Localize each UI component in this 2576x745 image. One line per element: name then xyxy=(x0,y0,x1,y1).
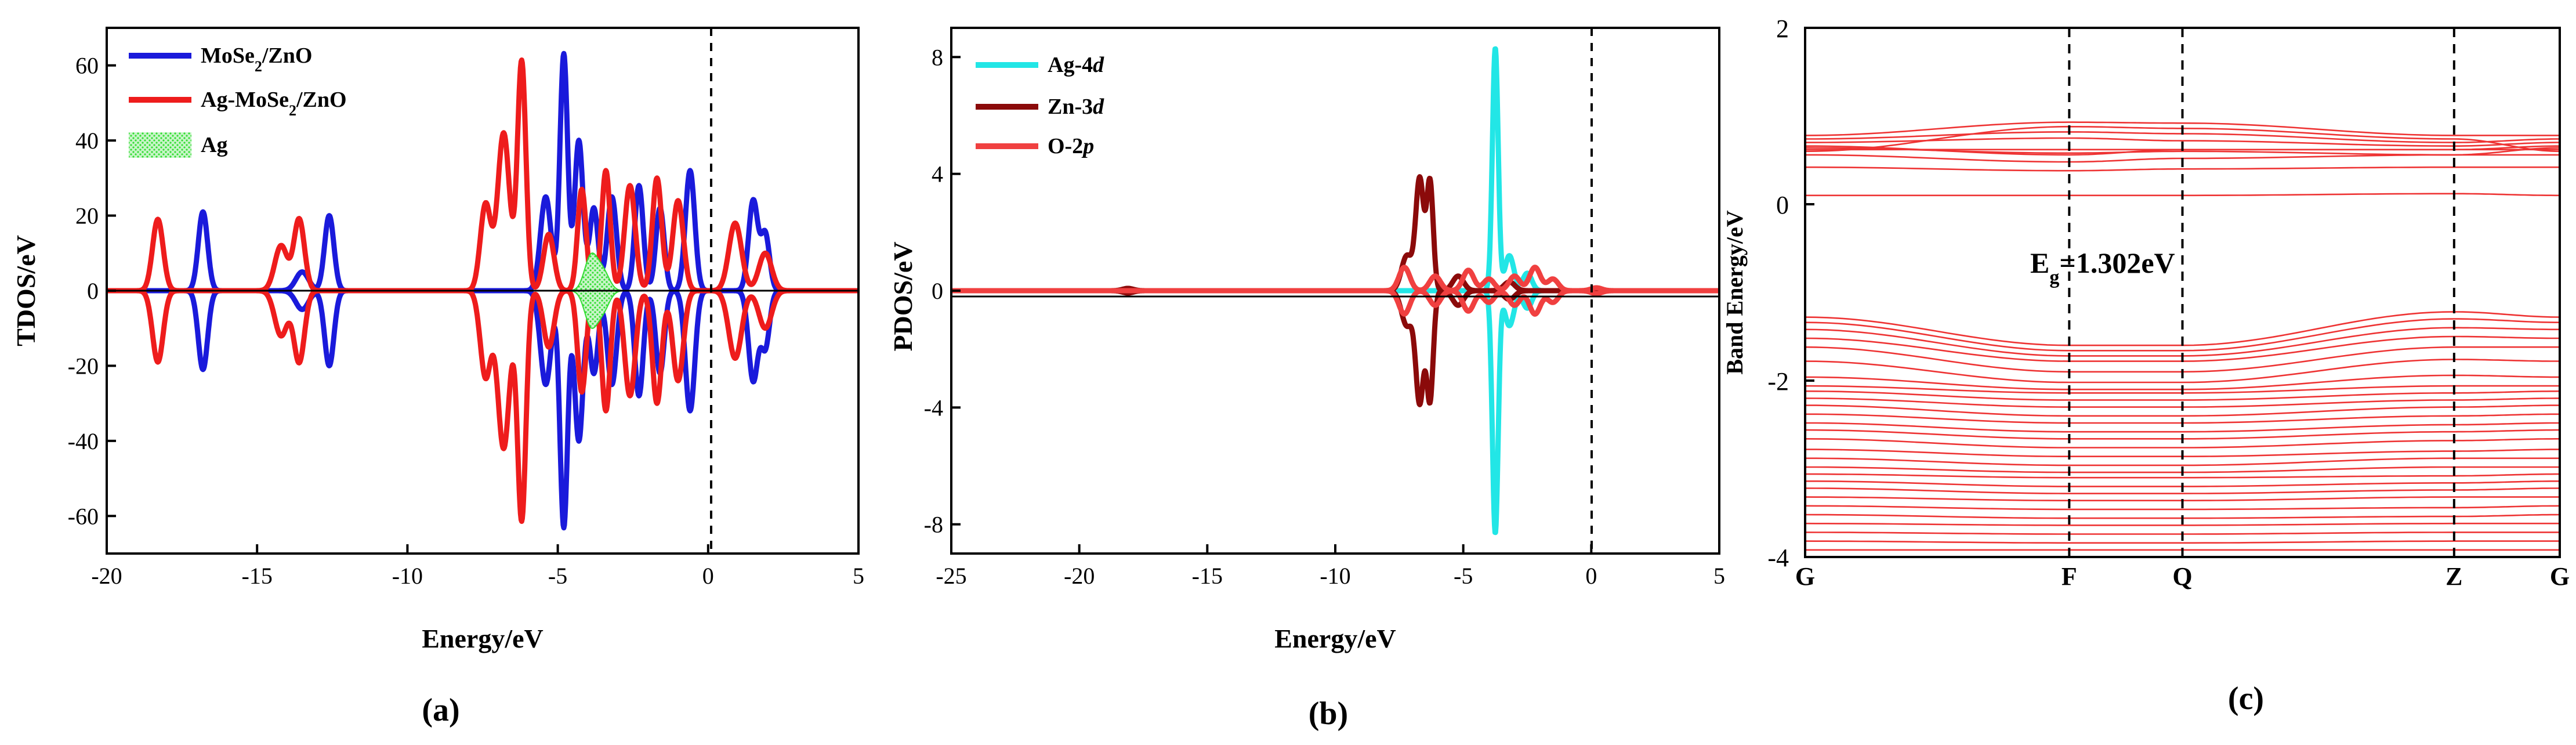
panel-b-x-tick-label: -20 xyxy=(1064,563,1095,589)
panel-a-y-tick-label: 40 xyxy=(75,128,99,154)
panel-b-series-o-2p-up xyxy=(951,265,1719,294)
panel-a-y-axis-label: TDOS/eV xyxy=(11,235,41,346)
panel-a-x-tick-label: -20 xyxy=(91,563,122,589)
panel-a-x-tick-label: 0 xyxy=(702,563,714,589)
panel-a-x-tick-label: 5 xyxy=(853,563,864,589)
valence-band-line xyxy=(1805,540,2560,544)
panel-a-y-ticks: -60 -40 -20 0 20 40 60 xyxy=(68,53,116,529)
panel-c: -4 -2 0 2 G F Q Z G Eg=1.302eV Band Energy/eV (… xyxy=(1722,15,2570,717)
panel-b-legend: Ag-4d Zn-3d O-2p xyxy=(976,53,1104,158)
legend-label-ag-mose2-zno: Ag-MoSe2/ZnO xyxy=(201,88,347,119)
panel-b-y-axis-label: PDOS/eV xyxy=(888,241,918,351)
legend-label-mose2-zno: MoSe2/ZnO xyxy=(201,44,312,75)
kpoint-label: Z xyxy=(2445,562,2462,591)
legend-swatch-ag xyxy=(129,132,191,158)
panel-b-y-tick-label: 4 xyxy=(932,161,943,187)
panel-a-x-tick-label: -5 xyxy=(548,563,567,589)
conduction-band-line xyxy=(1805,137,2560,147)
panel-b-x-ticks: -25 -20 -15 -10 -5 0 5 xyxy=(936,544,1725,589)
conduction-band-line xyxy=(1805,121,2560,136)
kpoint-label: G xyxy=(1795,562,1815,591)
panel-a-x-tick-label: -10 xyxy=(392,563,423,589)
valence-band-line xyxy=(1805,318,2560,352)
panel-b-series-o-2p-down xyxy=(951,288,1719,317)
panel-b-x-tick-label: -15 xyxy=(1192,563,1223,589)
panel-b-y-ticks: -8 -4 0 4 8 xyxy=(924,44,961,538)
panel-c-y-axis-label: Band Energy/eV xyxy=(1722,210,1748,374)
valence-band-line xyxy=(1805,390,2560,401)
panel-c-frame xyxy=(1804,27,2561,558)
legend-label-ag: Ag xyxy=(201,133,227,157)
conduction-band-line xyxy=(1805,166,2560,172)
panel-a-legend: MoSe2/ZnO Ag-MoSe2/ZnO Ag xyxy=(129,44,347,158)
kpoint-label: Q xyxy=(2172,562,2192,591)
panel-b-series-zn-3d-up xyxy=(951,174,1719,294)
panel-a-y-tick-label: 0 xyxy=(87,278,99,304)
panel-b-y-tick-label: -8 xyxy=(924,512,943,538)
panel-b-series-ag-4d-down xyxy=(951,288,1719,536)
panel-b-series-zn-3d-down xyxy=(951,288,1719,407)
valence-band-line xyxy=(1805,404,2560,417)
panel-a: -20 -15 -10 -5 0 5 -60 -40 -20 0 20 40 60 MoSe2/ZnO… xyxy=(11,27,864,728)
valence-band-line xyxy=(1805,422,2560,433)
panel-b-x-tick-label: 5 xyxy=(1713,563,1725,589)
panel-c-y-ticks: -4 -2 0 2 xyxy=(1767,15,1814,572)
panel-c-label: (c) xyxy=(2228,681,2264,717)
panel-b-series-ag-4d-up xyxy=(951,46,1719,294)
valence-band-line xyxy=(1805,522,2560,526)
panel-b-y-tick-label: -4 xyxy=(924,395,943,421)
panel-b: -25 -20 -15 -10 -5 0 5 -8 -4 0 4 8 Ag-4d Zn-3d O-2… xyxy=(888,27,1725,732)
conduction-band-line xyxy=(1805,147,2560,156)
panel-a-label: (a) xyxy=(422,692,459,728)
kpoint-label: F xyxy=(2061,562,2077,591)
panel-b-label: (b) xyxy=(1309,696,1348,732)
panel-c-y-tick-label: 2 xyxy=(1776,15,1789,43)
valence-band-line xyxy=(1805,359,2560,384)
valence-band-line xyxy=(1805,505,2560,511)
valence-band-line xyxy=(1805,487,2560,494)
panel-a-x-axis-label: Energy/eV xyxy=(422,624,544,653)
panel-a-y-tick-label: -20 xyxy=(68,353,99,379)
panel-b-y-tick-label: 0 xyxy=(932,278,943,304)
panel-c-y-tick-label: 0 xyxy=(1776,191,1789,219)
panel-b-y-tick-label: 8 xyxy=(932,44,943,70)
panel-c-y-tick-label: -4 xyxy=(1767,544,1789,572)
valence-band-line xyxy=(1805,473,2560,479)
panel-a-y-tick-label: 60 xyxy=(75,53,99,79)
panel-b-x-axis-label: Energy/eV xyxy=(1274,624,1396,653)
panel-a-y-tick-label: -60 xyxy=(68,503,99,529)
panel-b-x-tick-label: 0 xyxy=(1585,563,1597,589)
legend-label-ag-4d: Ag-4d xyxy=(1048,53,1104,77)
legend-label-o-2p: O-2p xyxy=(1048,134,1094,158)
panel-a-x-ticks: -20 -15 -10 -5 0 5 xyxy=(91,544,864,589)
panel-a-y-tick-label: -40 xyxy=(68,428,99,454)
valence-band-line xyxy=(1805,438,2560,449)
panel-b-x-tick-label: -5 xyxy=(1454,563,1473,589)
panel-c-kpoint-lines xyxy=(2068,28,2455,557)
kpoint-label: G xyxy=(2550,562,2570,591)
panel-a-x-tick-label: -15 xyxy=(242,563,273,589)
panel-b-x-tick-label: -10 xyxy=(1320,563,1350,589)
legend-label-zn-3d: Zn-3d xyxy=(1048,95,1104,119)
valence-band-line xyxy=(1805,457,2560,466)
panel-a-y-tick-label: 20 xyxy=(75,203,99,229)
panel-c-y-tick-label: -2 xyxy=(1767,367,1789,396)
band-gap-annotation: Eg=1.302eV xyxy=(2030,247,2175,288)
panel-a-series-mose2-zno-down xyxy=(107,288,858,531)
panel-b-x-tick-label: -25 xyxy=(936,563,966,589)
